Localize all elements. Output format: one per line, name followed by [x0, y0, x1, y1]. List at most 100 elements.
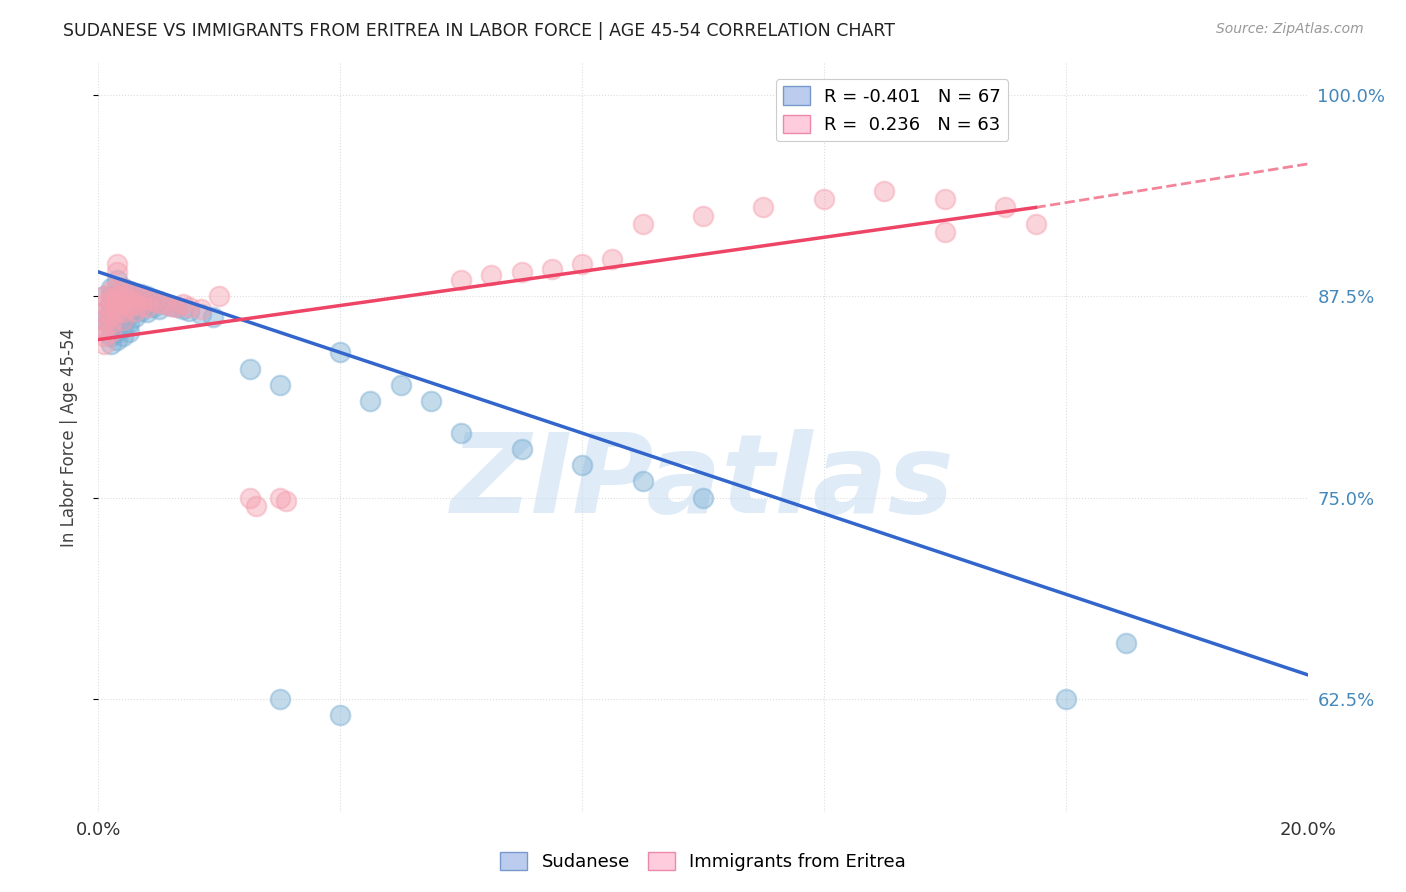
Point — [934, 193, 956, 207]
Point — [124, 301, 146, 315]
Y-axis label: In Labor Force | Age 45-54: In Labor Force | Age 45-54 — [59, 327, 77, 547]
Point — [100, 289, 122, 303]
Point — [692, 209, 714, 223]
Point — [510, 265, 533, 279]
Point — [481, 268, 503, 282]
Point — [93, 289, 115, 303]
Point — [93, 313, 115, 327]
Point — [111, 321, 134, 335]
Point — [111, 305, 134, 319]
Point — [540, 261, 562, 276]
Point — [692, 491, 714, 505]
Point — [93, 329, 115, 343]
Point — [100, 297, 122, 311]
Legend: Sudanese, Immigrants from Eritrea: Sudanese, Immigrants from Eritrea — [492, 845, 914, 879]
Point — [190, 301, 212, 316]
Point — [135, 293, 157, 307]
Point — [105, 281, 128, 295]
Point — [239, 361, 262, 376]
Point — [111, 289, 134, 303]
Point — [100, 317, 122, 331]
Point — [105, 273, 128, 287]
Point — [118, 325, 141, 339]
Point — [153, 297, 176, 311]
Point — [93, 305, 115, 319]
Point — [111, 281, 134, 295]
Point — [105, 305, 128, 319]
Point — [631, 217, 654, 231]
Point — [129, 303, 152, 318]
Point — [129, 291, 152, 305]
Point — [124, 295, 146, 310]
Point — [93, 321, 115, 335]
Point — [153, 297, 176, 311]
Point — [329, 345, 352, 359]
Point — [118, 285, 141, 299]
Text: Source: ZipAtlas.com: Source: ZipAtlas.com — [1216, 22, 1364, 37]
Point — [245, 499, 267, 513]
Point — [190, 307, 212, 321]
Point — [93, 289, 115, 303]
Point — [631, 475, 654, 489]
Point — [135, 305, 157, 319]
Point — [752, 201, 775, 215]
Point — [105, 265, 128, 279]
Point — [105, 301, 128, 315]
Point — [105, 293, 128, 308]
Point — [118, 293, 141, 307]
Point — [142, 293, 165, 307]
Point — [93, 297, 115, 311]
Point — [105, 257, 128, 271]
Point — [360, 393, 382, 408]
Point — [100, 281, 122, 295]
Point — [813, 193, 835, 207]
Point — [571, 458, 593, 473]
Point — [111, 297, 134, 311]
Point — [166, 301, 188, 315]
Point — [111, 313, 134, 327]
Point — [105, 309, 128, 323]
Point — [873, 185, 896, 199]
Point — [269, 692, 291, 706]
Point — [118, 309, 141, 323]
Point — [160, 299, 183, 313]
Point — [420, 393, 443, 408]
Point — [1024, 217, 1046, 231]
Point — [93, 337, 115, 351]
Point — [1054, 692, 1077, 706]
Point — [111, 329, 134, 343]
Point — [179, 303, 201, 318]
Point — [142, 293, 165, 308]
Point — [179, 301, 201, 315]
Point — [124, 285, 146, 300]
Point — [135, 301, 157, 315]
Point — [105, 325, 128, 339]
Point — [172, 297, 194, 311]
Point — [118, 317, 141, 331]
Point — [934, 225, 956, 239]
Point — [269, 491, 291, 505]
Point — [100, 317, 122, 331]
Point — [602, 252, 624, 266]
Point — [208, 289, 231, 303]
Point — [100, 337, 122, 351]
Point — [172, 301, 194, 316]
Point — [105, 333, 128, 347]
Point — [269, 377, 291, 392]
Point — [129, 299, 152, 313]
Point — [111, 281, 134, 295]
Point — [148, 293, 170, 308]
Point — [129, 295, 152, 310]
Point — [100, 305, 122, 319]
Point — [100, 301, 122, 315]
Point — [93, 321, 115, 335]
Point — [124, 310, 146, 324]
Point — [93, 305, 115, 319]
Point — [100, 309, 122, 323]
Point — [450, 425, 472, 440]
Point — [124, 303, 146, 318]
Point — [329, 708, 352, 723]
Point — [450, 273, 472, 287]
Point — [118, 285, 141, 299]
Point — [105, 289, 128, 303]
